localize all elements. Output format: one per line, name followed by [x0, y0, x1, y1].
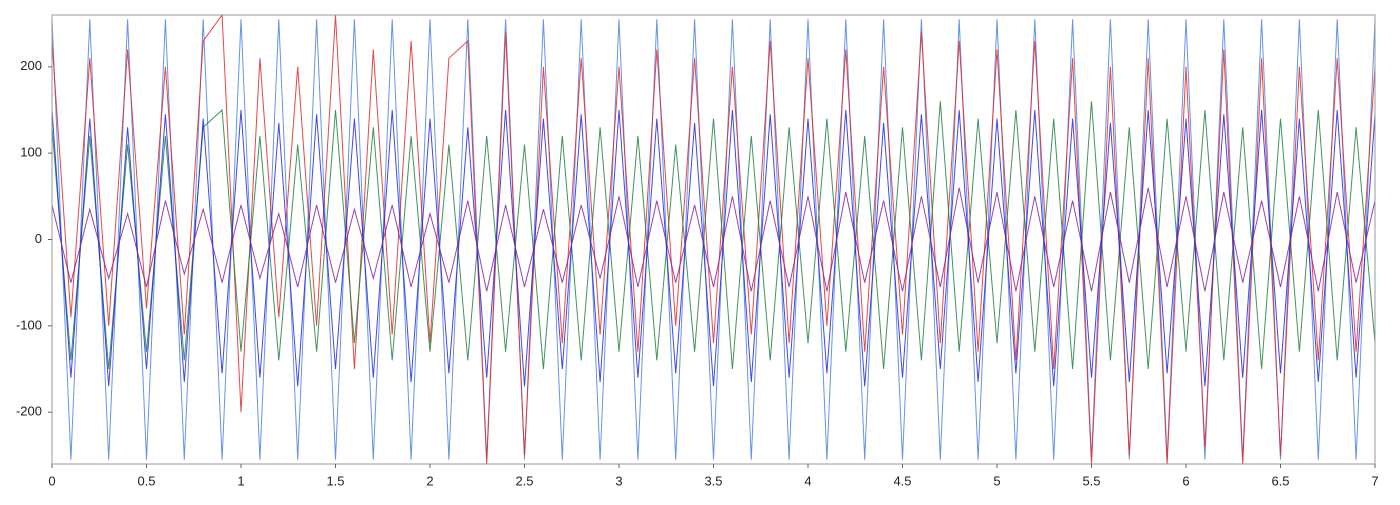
x-tick-label: 3	[615, 473, 622, 488]
x-tick-label: 3.5	[704, 473, 722, 488]
x-tick-label: 6	[1182, 473, 1189, 488]
x-tick-label: 5	[993, 473, 1000, 488]
y-tick-label: -200	[16, 404, 42, 419]
x-tick-label: 1	[237, 473, 244, 488]
x-tick-label: 0	[48, 473, 55, 488]
x-tick-label: 4.5	[893, 473, 911, 488]
x-tick-label: 2.5	[515, 473, 533, 488]
x-tick-label: 7	[1371, 473, 1378, 488]
series-line	[51, 109, 1376, 387]
y-tick-label: 200	[20, 58, 42, 73]
y-tick-label: 100	[20, 145, 42, 160]
x-tick-label: 1.5	[326, 473, 344, 488]
x-tick-label: 0.5	[137, 473, 155, 488]
x-tick-label: 2	[426, 473, 433, 488]
series-line	[51, 187, 1376, 292]
series-line	[51, 101, 1376, 370]
y-tick-label: 0	[35, 231, 42, 246]
y-tick-label: -100	[16, 317, 42, 332]
x-tick-label: 5.5	[1082, 473, 1100, 488]
x-tick-label: 4	[804, 473, 811, 488]
x-tick-label: 6.5	[1271, 473, 1289, 488]
series-line	[51, 19, 1376, 460]
